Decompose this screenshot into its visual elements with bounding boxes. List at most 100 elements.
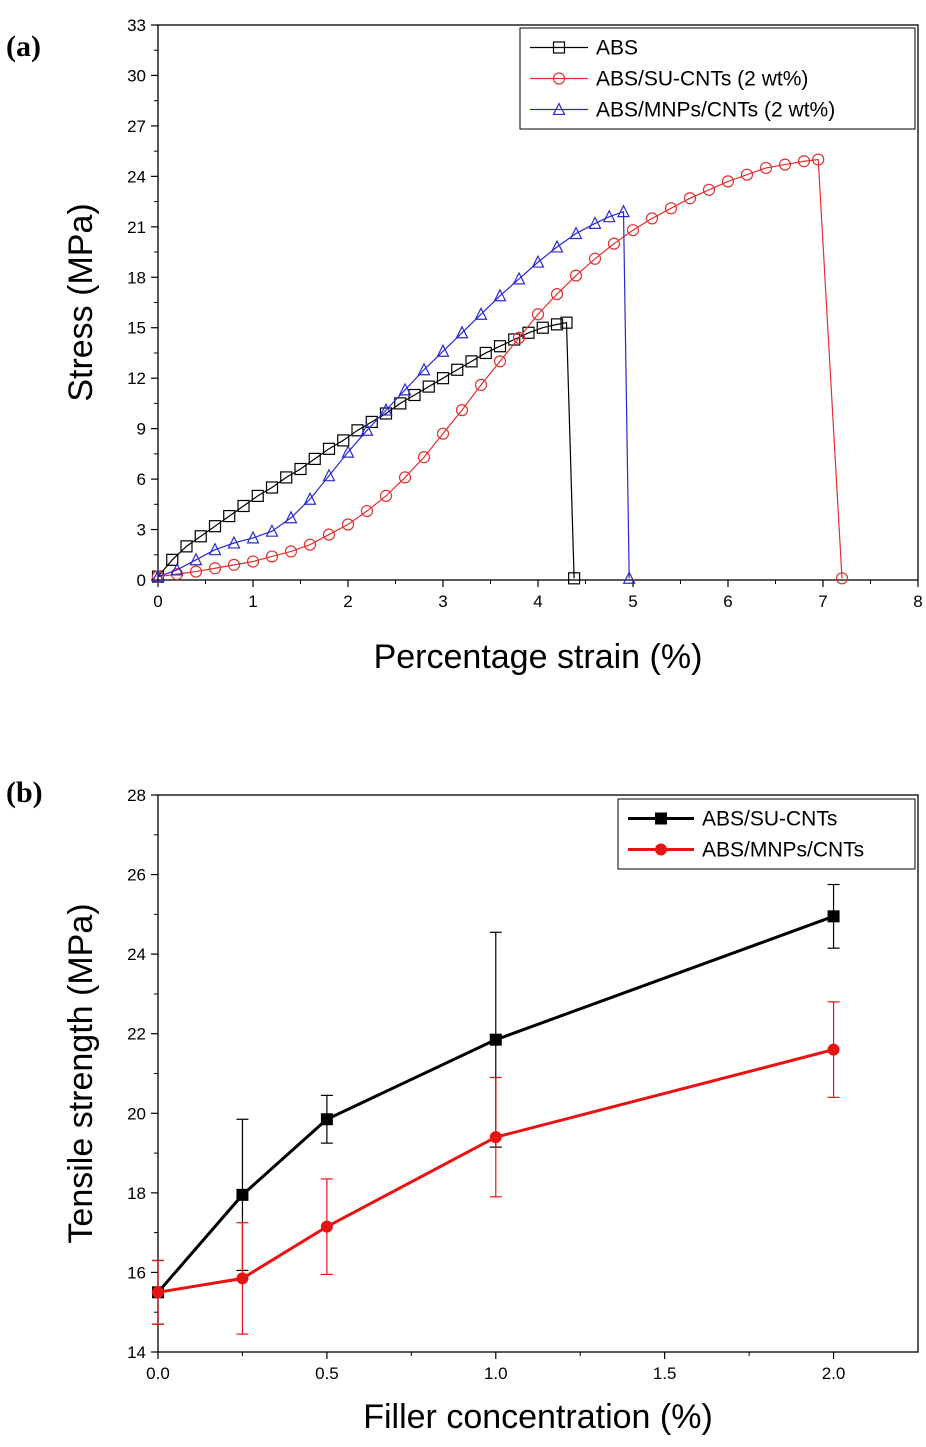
data-point xyxy=(303,491,317,505)
data-point xyxy=(337,434,350,447)
data-point xyxy=(341,518,355,531)
y-tick-label: 14 xyxy=(127,1343,146,1362)
data-point xyxy=(360,423,374,436)
y-tick-label: 16 xyxy=(127,1263,146,1282)
data-point xyxy=(474,306,488,320)
y-tick-label: 18 xyxy=(127,1184,146,1203)
x-tick-label: 3 xyxy=(438,592,447,611)
x-tick-label: 1.0 xyxy=(484,1364,508,1383)
panel-label-a: (a) xyxy=(6,30,41,63)
data-point xyxy=(812,153,825,166)
data-point xyxy=(550,318,564,331)
data-point xyxy=(294,462,307,476)
data-point xyxy=(569,226,583,240)
legend-label: ABS/SU-CNTs xyxy=(702,808,837,831)
data-point xyxy=(379,407,393,420)
data-point xyxy=(280,471,293,484)
y-tick-label: 27 xyxy=(127,117,146,136)
panel-label-b: (b) xyxy=(6,776,43,809)
y-tick-label: 6 xyxy=(137,470,146,489)
data-point xyxy=(827,1043,840,1056)
y-tick-label: 21 xyxy=(127,218,146,237)
x-tick-label: 5 xyxy=(628,592,637,611)
data-point xyxy=(465,355,478,368)
series-line xyxy=(157,158,843,579)
data-point xyxy=(180,540,193,553)
data-point xyxy=(246,530,260,544)
data-point xyxy=(493,340,507,353)
data-point xyxy=(645,212,659,225)
data-point xyxy=(320,1113,333,1126)
data-point xyxy=(227,558,241,571)
tensile-strength-chart: 0.0 0.5 1.0 1.5 2.0 14 16 18 20 22 24 26 28 Filler co… xyxy=(62,786,919,1436)
data-point xyxy=(436,372,450,385)
data-point xyxy=(588,252,602,265)
data-point xyxy=(322,468,336,482)
data-point xyxy=(170,562,184,576)
data-point xyxy=(552,102,566,116)
data-point xyxy=(208,542,222,556)
data-point xyxy=(436,427,450,440)
x-tick-label: 2 xyxy=(343,592,352,611)
data-point xyxy=(227,535,241,549)
data-point xyxy=(455,325,469,339)
x-tick-label: 1 xyxy=(248,592,257,611)
y-tick-label: 20 xyxy=(127,1104,146,1123)
data-point xyxy=(536,321,549,334)
data-point xyxy=(152,1286,164,1299)
data-point xyxy=(365,415,378,429)
data-point xyxy=(236,1272,249,1285)
x-tick-label: 0 xyxy=(153,592,162,611)
y-tick-label: 15 xyxy=(127,319,146,338)
data-point xyxy=(655,843,667,856)
data-point xyxy=(379,489,393,503)
data-point xyxy=(569,269,583,282)
data-point xyxy=(166,553,179,566)
data-point xyxy=(351,424,364,437)
data-point xyxy=(827,910,840,923)
data-point xyxy=(512,271,526,285)
data-point xyxy=(531,308,545,321)
data-point xyxy=(394,397,407,410)
data-point xyxy=(303,538,317,551)
data-point xyxy=(251,489,264,503)
data-point xyxy=(194,530,207,543)
data-point xyxy=(246,555,260,568)
x-tick-label: 0.0 xyxy=(146,1364,170,1383)
y-tick-label: 24 xyxy=(127,167,146,186)
data-point xyxy=(474,378,488,392)
y-tick-label: 18 xyxy=(127,268,146,287)
x-tick-label: 6 xyxy=(723,592,732,611)
data-point xyxy=(835,572,849,585)
y-tick-label: 0 xyxy=(137,571,146,590)
data-point xyxy=(664,202,678,215)
data-point xyxy=(236,1188,249,1201)
data-point xyxy=(721,175,735,188)
data-point xyxy=(189,552,203,566)
data-point xyxy=(455,404,469,417)
data-point xyxy=(560,316,573,329)
data-point xyxy=(655,812,667,825)
legend-label: ABS/MNPs/CNTs xyxy=(702,839,864,862)
data-point xyxy=(550,287,564,301)
x-tick-label: 7 xyxy=(818,592,827,611)
x-tick-label: 0.5 xyxy=(315,1364,339,1383)
data-point xyxy=(489,1033,502,1046)
data-point xyxy=(588,216,602,230)
data-point xyxy=(683,192,697,205)
y-tick-label: 9 xyxy=(137,420,146,439)
data-point xyxy=(237,499,250,513)
y-tick-label: 30 xyxy=(127,66,146,85)
y-tick-label: 28 xyxy=(127,786,146,805)
legend-label: ABS xyxy=(596,37,638,60)
x-tick-label: 8 xyxy=(913,592,922,611)
data-point xyxy=(151,569,165,583)
data-point xyxy=(265,523,279,537)
x-tick-label: 1.5 xyxy=(653,1364,677,1383)
y-tick-label: 12 xyxy=(127,369,146,388)
data-point xyxy=(208,562,222,575)
y-axis-title: Tensile strength (MPa) xyxy=(62,903,100,1243)
data-point xyxy=(284,545,298,558)
data-point xyxy=(223,509,236,523)
data-point xyxy=(493,288,507,302)
